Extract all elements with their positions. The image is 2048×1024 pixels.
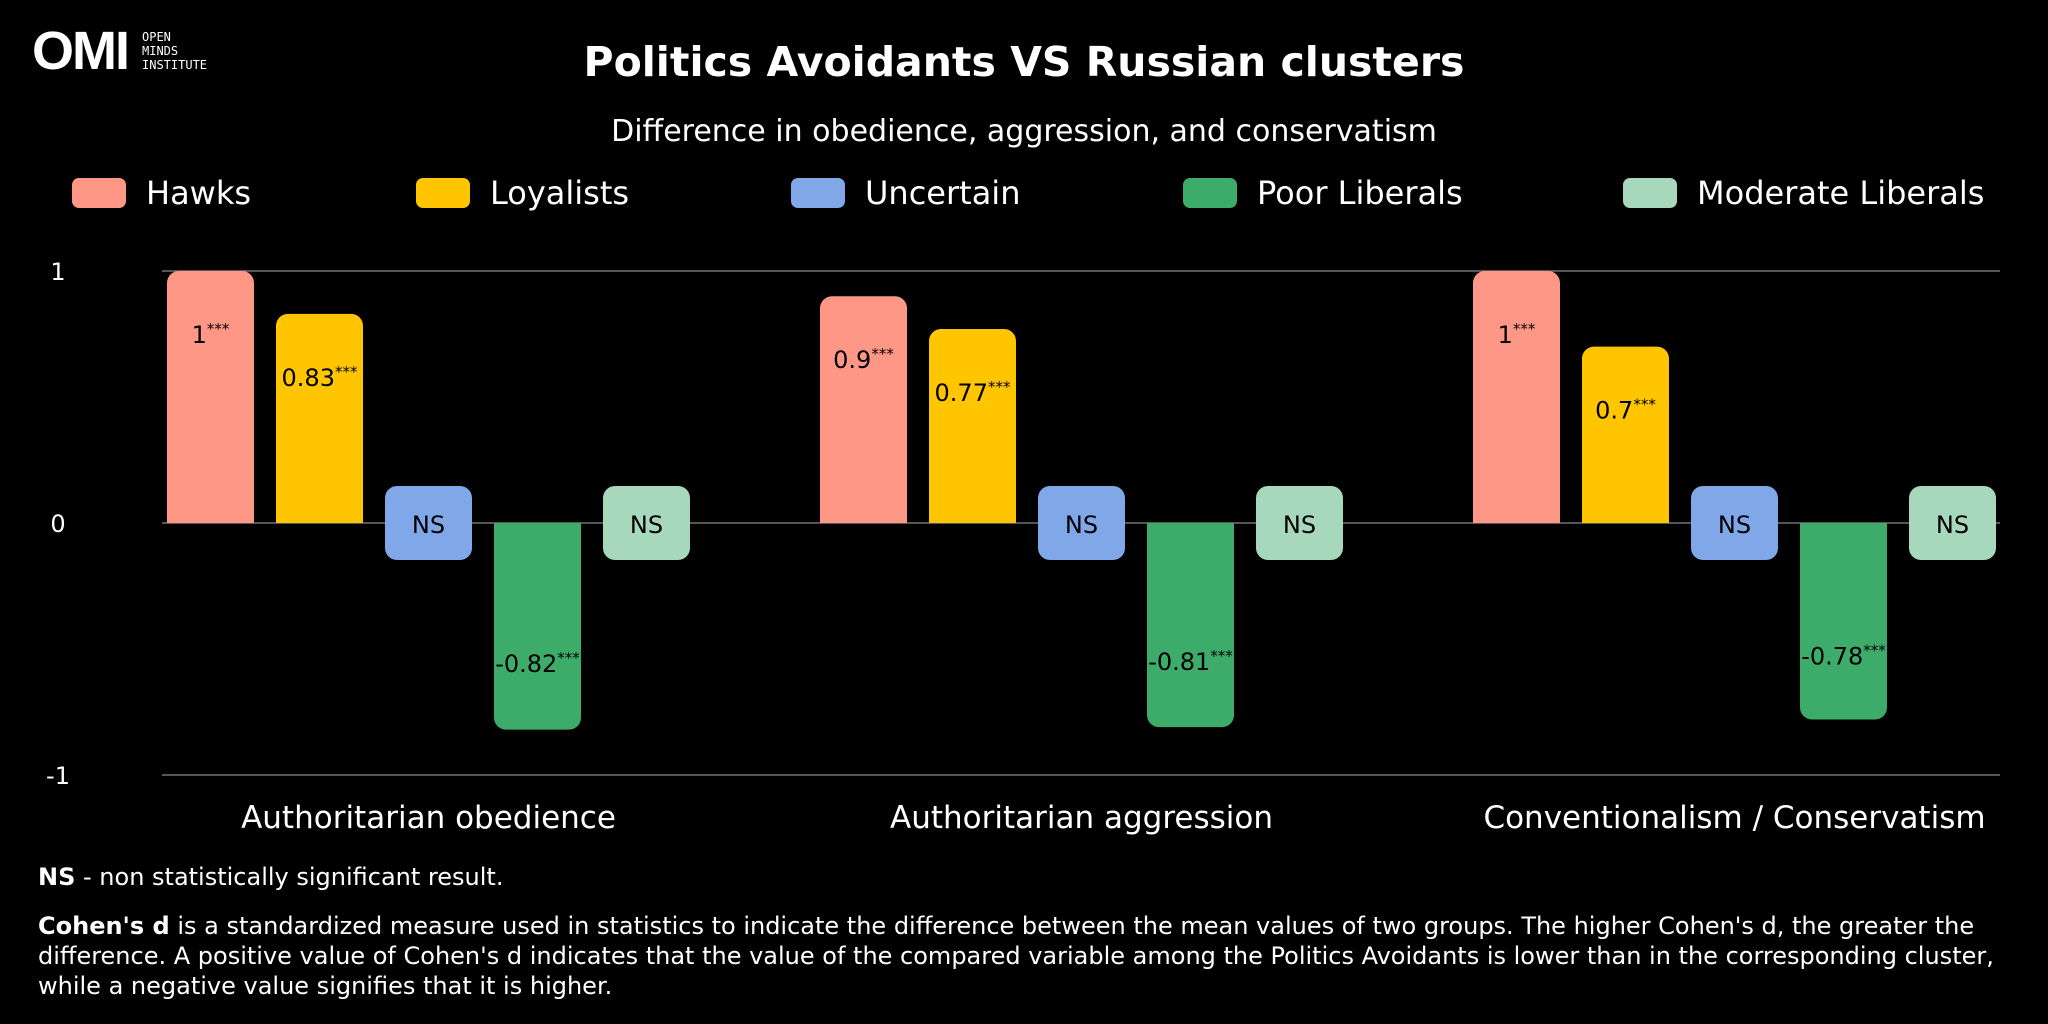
- data-label: NS: [630, 511, 663, 539]
- bar-loyalists: [929, 328, 1016, 523]
- significance-marker: ***: [988, 378, 1011, 396]
- cohen-text: is a standardized measure used in statis…: [38, 912, 1994, 1000]
- bar-poor-liberals: [1147, 523, 1234, 728]
- data-label: NS: [1718, 511, 1751, 539]
- significance-marker: ***: [1633, 396, 1656, 414]
- logo-mark: OMI: [32, 21, 130, 81]
- bar-poor-liberals: [1800, 523, 1887, 720]
- bar-poor-liberals: [494, 523, 581, 730]
- legend-label-moderate-liberals: Moderate Liberals: [1697, 174, 1985, 212]
- x-category-label: Authoritarian aggression: [890, 800, 1273, 836]
- legend-swatch-hawks: [72, 178, 126, 208]
- legend-item-loyalists: Loyalists: [416, 174, 629, 212]
- legend-swatch-moderate-liberals: [1623, 178, 1677, 208]
- legend-label-hawks: Hawks: [146, 174, 252, 212]
- bar-hawks: [820, 296, 907, 523]
- chart-subtitle: Difference in obedience, aggression, and…: [611, 114, 1437, 149]
- significance-marker: ***: [871, 345, 894, 363]
- bar-uncertain: [385, 486, 472, 560]
- legend-item-uncertain: Uncertain: [791, 174, 1020, 212]
- x-category-label: Conventionalism / Conservatism: [1483, 800, 1985, 836]
- logo-text: OPEN MINDS INSTITUTE: [142, 30, 208, 72]
- x-category-label: Authoritarian obedience: [241, 800, 616, 836]
- bar-moderate-liberals: [603, 486, 690, 560]
- legend-swatch-poor-liberals: [1183, 178, 1237, 208]
- chart-title: Politics Avoidants VS Russian clusters: [583, 38, 1465, 86]
- legend-swatch-loyalists: [416, 178, 470, 208]
- y-tick-label: 0: [50, 510, 65, 538]
- cohen-term: Cohen's d: [38, 912, 170, 940]
- legend-item-hawks: Hawks: [72, 174, 251, 212]
- data-label: NS: [1936, 511, 1969, 539]
- bar-moderate-liberals: [1256, 486, 1343, 560]
- significance-marker: ***: [1513, 320, 1536, 338]
- significance-marker: ***: [1863, 642, 1886, 660]
- bar-moderate-liberals: [1909, 486, 1996, 560]
- significance-marker: ***: [335, 363, 358, 381]
- bar-uncertain: [1038, 486, 1125, 560]
- bar-hawks: [1473, 271, 1560, 523]
- bar-hawks: [167, 271, 254, 523]
- ns-term: NS: [38, 863, 76, 891]
- significance-marker: ***: [207, 320, 230, 338]
- bar-loyalists: [1582, 346, 1669, 523]
- omi-logo: OMI OPEN MINDS INSTITUTE: [32, 24, 207, 78]
- data-label: NS: [1283, 511, 1316, 539]
- y-tick-label: 1: [50, 258, 65, 286]
- legend-swatch-uncertain: [791, 178, 845, 208]
- ns-note: NS - non statistically significant resul…: [38, 862, 2024, 892]
- legend-label-uncertain: Uncertain: [865, 174, 1021, 212]
- legend-label-poor-liberals: Poor Liberals: [1257, 174, 1463, 212]
- data-label: NS: [412, 511, 445, 539]
- y-tick-label: -1: [46, 762, 70, 790]
- bar-loyalists: [276, 313, 363, 523]
- data-label: NS: [1065, 511, 1098, 539]
- data-label: -0.81***: [1148, 647, 1233, 676]
- legend-item-poor-liberals: Poor Liberals: [1183, 174, 1463, 212]
- legend-item-moderate-liberals: Moderate Liberals: [1623, 174, 1984, 212]
- significance-marker: ***: [1210, 647, 1233, 665]
- data-label: 0.9***: [833, 345, 894, 374]
- legend-label-loyalists: Loyalists: [490, 174, 630, 212]
- ns-text: - non statistically significant result.: [75, 863, 504, 891]
- significance-marker: ***: [557, 649, 580, 667]
- data-label: 0.77***: [935, 378, 1011, 407]
- bar-uncertain: [1691, 486, 1778, 560]
- cohen-note: Cohen's d is a standardized measure used…: [38, 911, 2024, 1001]
